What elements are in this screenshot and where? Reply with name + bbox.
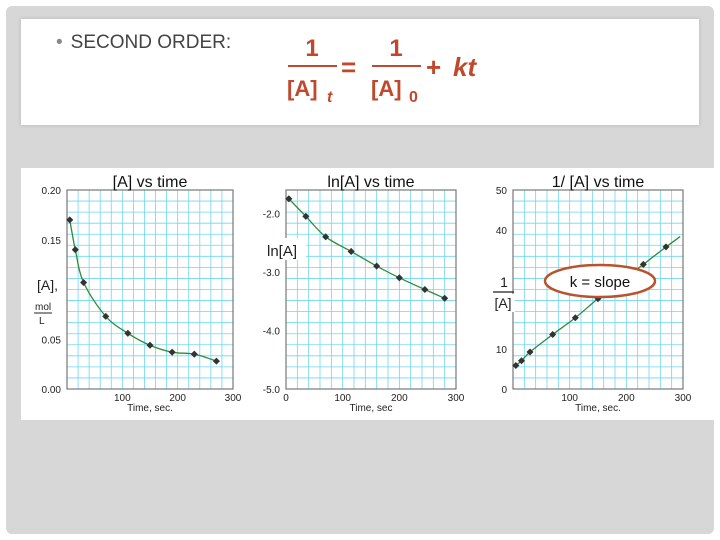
x-tick-label: 300 (225, 393, 242, 404)
bullet-dot-icon: • (56, 32, 63, 53)
chart-1-grid (66, 189, 234, 390)
data-point (517, 357, 526, 365)
formula-kt-term: kt (453, 52, 477, 82)
y-label-line: L (39, 316, 45, 327)
y-label-line: [A], (37, 277, 58, 293)
data-point (322, 233, 330, 241)
y-tick-label: 0.05 (42, 335, 62, 346)
second-order-formula: 1 [A] t = 1 [A] 0 + kt (287, 35, 477, 106)
y-tick-label: -5.0 (263, 385, 281, 396)
header-panel (21, 19, 699, 125)
formula-equals: = (341, 52, 356, 82)
chart-1-frame (66, 189, 234, 390)
x-tick-label: 300 (448, 393, 465, 404)
data-point (71, 246, 79, 254)
y-label-line: [A] (494, 295, 511, 311)
data-point (212, 357, 220, 365)
bullet-heading: • SECOND ORDER: (56, 32, 231, 54)
charts-panel: [A] vs time 0.20 0.15 0.05 0.00 100 200 300 Time… (21, 168, 720, 420)
chart-1-line (69, 219, 217, 362)
data-point (124, 329, 132, 337)
x-tick-label: 100 (561, 393, 578, 404)
chart-2: ln[A] vs time -2.0 -3.0 -4.0 -5.00 100 200 300 T… (263, 174, 465, 414)
data-point (190, 350, 198, 358)
y-label-line: ln[A] (267, 243, 297, 260)
y-tick-label: -3.0 (263, 268, 281, 279)
formula-lhs-subscript: t (327, 89, 333, 106)
y-tick-label: -2.0 (263, 209, 281, 220)
data-point (146, 341, 154, 349)
slope-annotation-label: k = slope (570, 274, 630, 291)
annotation-ring (543, 263, 657, 299)
chart-1-title: [A] vs time (113, 174, 188, 191)
chart-3-title: 1/ [A] vs time (552, 174, 645, 191)
chart-1-xlabel: Time, sec. (127, 403, 173, 414)
chart-1: [A] vs time 0.20 0.15 0.05 0.00 100 200 300 Time… (34, 174, 242, 414)
chart-2-frame (285, 189, 457, 390)
x-tick-label: 200 (618, 393, 635, 404)
y-tick-label: 0.15 (42, 236, 62, 247)
y-tick-label: 0.20 (42, 186, 62, 197)
chart-2-xlabel: Time, sec (350, 403, 393, 414)
data-point (80, 278, 88, 287)
y-tick-label: 40 (496, 226, 508, 237)
data-point (421, 285, 429, 294)
data-point (526, 348, 534, 356)
data-point (168, 348, 176, 356)
y-tick-label: 0 (501, 385, 507, 396)
x-tick-label: 100 (334, 393, 351, 404)
chart-2-line (288, 198, 445, 299)
x-tick-label: 300 (675, 393, 692, 404)
chart-3-xlabel: Time, sec. (575, 403, 621, 414)
formula-lhs-denominator: [A] (287, 76, 318, 101)
formula-rhs-subscript: 0 (409, 89, 418, 106)
data-point (395, 274, 403, 282)
formula-rhs-denominator: [A] (371, 76, 402, 101)
x-tick-label: 100 (114, 393, 131, 404)
x-tick-label: 0 (283, 393, 289, 404)
y-label-backdrop (491, 294, 515, 312)
y-label-line: mol (35, 302, 51, 313)
y-tick-label: -4.0 (263, 326, 281, 337)
chart-2-title: ln[A] vs time (327, 174, 414, 191)
data-point (66, 216, 74, 224)
formula-plus: + (426, 52, 441, 82)
formula-rhs-numerator: 1 (389, 35, 402, 62)
x-tick-label: 200 (391, 393, 408, 404)
data-point (441, 294, 449, 302)
bullet-text: SECOND ORDER: (70, 32, 232, 53)
data-point (662, 243, 670, 251)
chart-2-grid (285, 189, 457, 390)
y-tick-label: 50 (496, 186, 508, 197)
formula-lhs-numerator: 1 (305, 35, 318, 62)
chart-3-frame (512, 189, 684, 390)
data-point (347, 247, 355, 255)
y-tick-label: 0.00 (42, 385, 62, 396)
data-point (373, 262, 381, 270)
x-tick-label: 200 (169, 393, 186, 404)
y-label-backdrop (268, 238, 306, 260)
y-tick-label: 10 (496, 345, 508, 356)
y-label-line: 1 (500, 274, 508, 290)
